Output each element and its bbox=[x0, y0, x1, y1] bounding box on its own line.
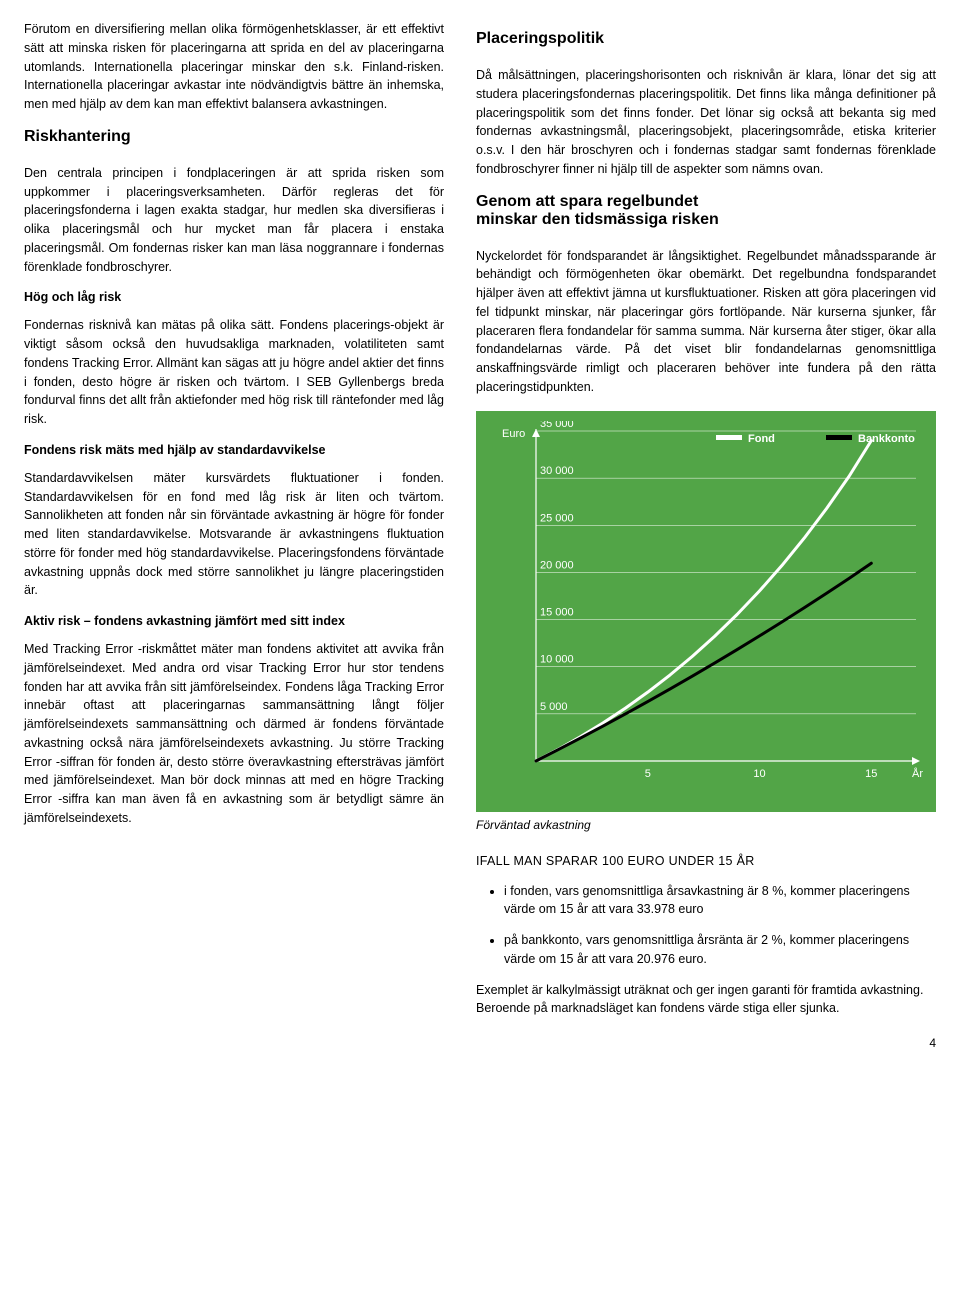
risk-paragraph: Den centrala principen i fondplaceringen… bbox=[24, 164, 444, 277]
svg-text:Euro: Euro bbox=[502, 428, 525, 440]
two-column-layout: Förutom en diversifiering mellan olika f… bbox=[24, 20, 936, 1018]
svg-text:10: 10 bbox=[753, 768, 765, 780]
heading-line-1: Genom att spara regelbundet bbox=[476, 193, 698, 210]
expected-return-chart: 5 000 10 000 15 000 20 000 25 000 30 000 35 00… bbox=[486, 421, 926, 801]
bullet-list: i fonden, vars genomsnittliga årsavkastn… bbox=[476, 882, 936, 969]
svg-text:10 000: 10 000 bbox=[540, 653, 574, 665]
svg-text:Bankkonto: Bankkonto bbox=[858, 433, 915, 445]
disclaimer-note: Exemplet är kalkylmässigt uträknat och g… bbox=[476, 981, 936, 1019]
left-column: Förutom en diversifiering mellan olika f… bbox=[24, 20, 444, 1018]
svg-text:15 000: 15 000 bbox=[540, 606, 574, 618]
svg-text:30 000: 30 000 bbox=[540, 465, 574, 477]
svg-text:20 000: 20 000 bbox=[540, 559, 574, 571]
heading-riskhantering: Riskhantering bbox=[24, 128, 444, 146]
heading-placeringspolitik: Placeringspolitik bbox=[476, 30, 936, 48]
svg-text:35 000: 35 000 bbox=[540, 421, 574, 430]
bullet-bankkonto: på bankkonto, vars genomsnittliga årsrän… bbox=[504, 931, 936, 969]
bullet-fond: i fonden, vars genomsnittliga årsavkastn… bbox=[504, 882, 936, 920]
chart-container: 5 000 10 000 15 000 20 000 25 000 30 000 35 00… bbox=[476, 411, 936, 812]
heading-hog-lag-risk: Hög och låg risk bbox=[24, 290, 444, 304]
std-paragraph: Standardavvikelsen mäter kursvärdets flu… bbox=[24, 469, 444, 600]
placeringspolitik-paragraph: Då målsättningen, placeringshorisonten o… bbox=[476, 66, 936, 179]
heading-ifall: IFALL MAN SPARAR 100 EURO UNDER 15 ÅR bbox=[476, 854, 936, 868]
heading-genom-att-spara: Genom att spara regelbundet minskar den … bbox=[476, 193, 936, 229]
chart-caption: Förväntad avkastning bbox=[476, 818, 936, 832]
svg-text:25 000: 25 000 bbox=[540, 512, 574, 524]
heading-line-2: minskar den tidsmässiga risken bbox=[476, 211, 719, 228]
heading-standardavvikelse: Fondens risk mäts med hjälp av standarda… bbox=[24, 443, 444, 457]
svg-text:År: År bbox=[912, 767, 923, 780]
svg-text:Fond: Fond bbox=[748, 433, 775, 445]
aktiv-risk-paragraph: Med Tracking Error -riskmåttet mäter man… bbox=[24, 640, 444, 828]
svg-text:15: 15 bbox=[865, 768, 877, 780]
hog-lag-paragraph: Fondernas risknivå kan mätas på olika sä… bbox=[24, 316, 444, 429]
page-number: 4 bbox=[24, 1036, 936, 1050]
svg-text:5 000: 5 000 bbox=[540, 700, 568, 712]
spara-paragraph: Nyckelordet för fondsparandet är långsik… bbox=[476, 247, 936, 397]
right-column: Placeringspolitik Då målsättningen, plac… bbox=[476, 20, 936, 1018]
svg-text:5: 5 bbox=[645, 768, 651, 780]
heading-aktiv-risk: Aktiv risk – fondens avkastning jämfört … bbox=[24, 614, 444, 628]
intro-paragraph: Förutom en diversifiering mellan olika f… bbox=[24, 20, 444, 114]
